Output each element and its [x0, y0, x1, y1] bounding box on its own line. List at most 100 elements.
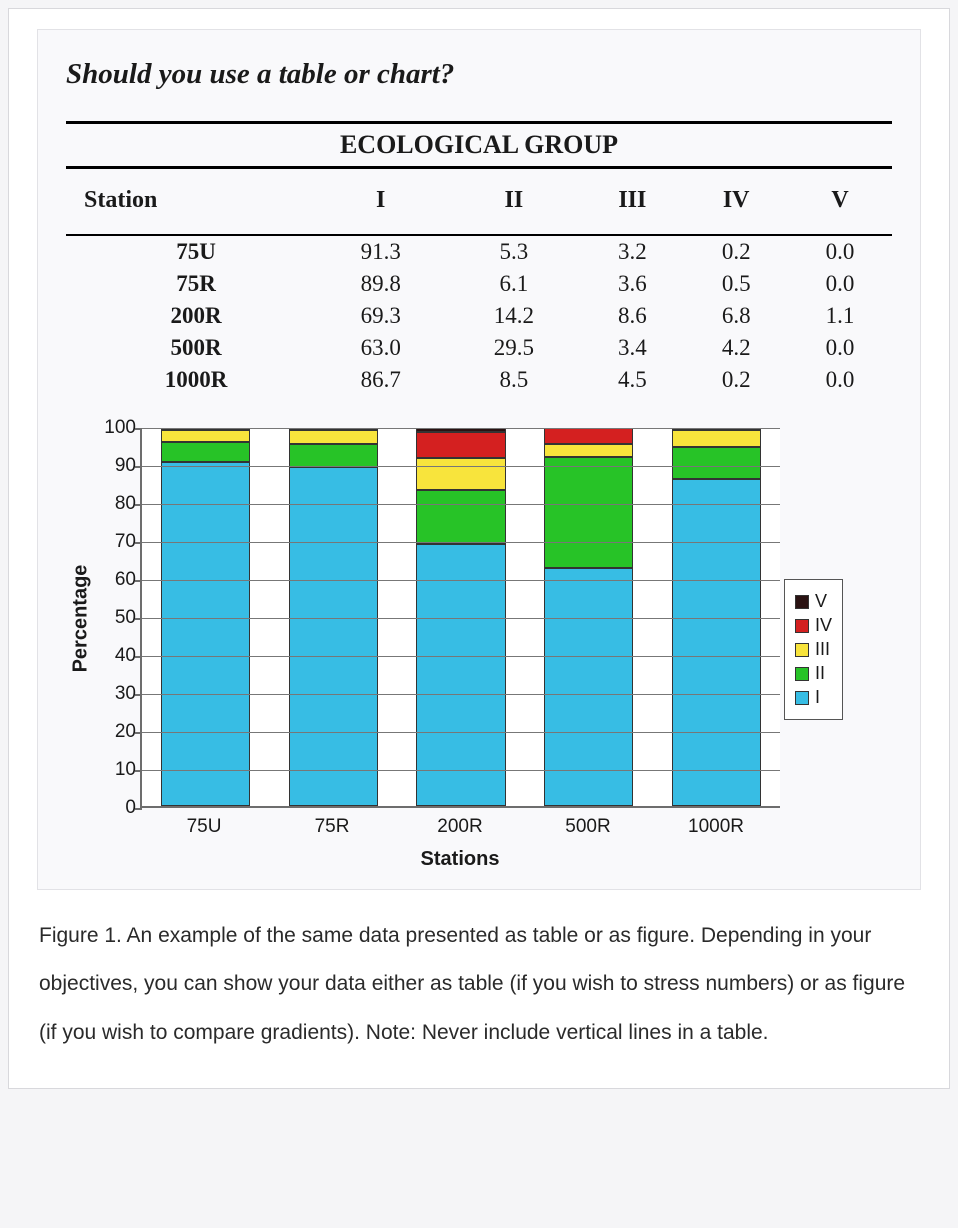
- chart-ytick-mark: [135, 428, 142, 430]
- chart-ytick-label: 60: [115, 569, 136, 591]
- bar-segment-iii: [416, 458, 505, 491]
- col-header-ii: II: [447, 168, 580, 236]
- chart-ytick-mark: [135, 618, 142, 620]
- legend-label: I: [815, 687, 820, 708]
- chart-ytick-mark: [135, 694, 142, 696]
- chart-gridline: [142, 770, 780, 771]
- chart-gridline: [142, 618, 780, 619]
- station-cell: 1000R: [66, 364, 314, 396]
- chart-ytick-mark: [135, 504, 142, 506]
- bar-column: [544, 428, 633, 806]
- chart-bars-layer: [142, 428, 780, 806]
- chart-xtick-label: 1000R: [671, 816, 761, 838]
- chart-plot-area: [140, 428, 780, 808]
- value-cell: 14.2: [447, 300, 580, 332]
- chart-gridline: [142, 504, 780, 505]
- stacked-bar-chart: Percentage 0102030405060708090100 75U75R…: [66, 428, 892, 871]
- col-header-iv: IV: [684, 168, 788, 236]
- value-cell: 0.0: [788, 268, 892, 300]
- chart-ytick-label: 30: [115, 683, 136, 705]
- legend-label: II: [815, 663, 825, 684]
- bar-segment-ii: [289, 444, 378, 467]
- chart-ytick-label: 70: [115, 531, 136, 553]
- chart-xtick-label: 500R: [543, 816, 633, 838]
- figure-card: Should you use a table or chart? ECOLOGI…: [37, 29, 921, 890]
- legend-swatch: [795, 619, 809, 633]
- value-cell: 4.2: [684, 332, 788, 364]
- chart-xtick-label: 75R: [287, 816, 377, 838]
- value-cell: 3.4: [580, 332, 684, 364]
- value-cell: 86.7: [314, 364, 447, 396]
- chart-ytick-mark: [135, 542, 142, 544]
- station-cell: 75U: [66, 235, 314, 268]
- table-row: 75R89.86.13.60.50.0: [66, 268, 892, 300]
- bar-segment-iii: [289, 430, 378, 444]
- legend-label: V: [815, 591, 827, 612]
- chart-yaxis: 0102030405060708090100: [96, 428, 140, 808]
- legend-item-i: I: [795, 687, 832, 708]
- bar-column: [289, 428, 378, 806]
- table-header-row: Station I II III IV V: [66, 168, 892, 236]
- bar-segment-ii: [544, 457, 633, 568]
- bar-segment-iii: [672, 430, 761, 447]
- chart-gridline: [142, 580, 780, 581]
- value-cell: 89.8: [314, 268, 447, 300]
- legend-swatch: [795, 667, 809, 681]
- legend-swatch: [795, 643, 809, 657]
- legend-swatch: [795, 595, 809, 609]
- legend-item-ii: II: [795, 663, 832, 684]
- chart-yticks: 0102030405060708090100: [96, 428, 140, 808]
- col-header-iii: III: [580, 168, 684, 236]
- chart-ylabel-box: Percentage: [66, 428, 96, 808]
- chart-ytick-label: 80: [115, 493, 136, 515]
- table-row: 75U91.35.33.20.20.0: [66, 235, 892, 268]
- ecological-group-table: ECOLOGICAL GROUP Station I II III IV V 7…: [66, 121, 892, 396]
- table-super-header: ECOLOGICAL GROUP: [66, 123, 892, 168]
- value-cell: 4.5: [580, 364, 684, 396]
- chart-ytick-mark: [135, 732, 142, 734]
- value-cell: 0.5: [684, 268, 788, 300]
- value-cell: 0.0: [788, 364, 892, 396]
- table-row: 500R63.029.53.44.20.0: [66, 332, 892, 364]
- chart-gridline: [142, 732, 780, 733]
- station-cell: 500R: [66, 332, 314, 364]
- bar-segment-ii: [672, 447, 761, 479]
- value-cell: 1.1: [788, 300, 892, 332]
- chart-ytick-label: 100: [104, 417, 136, 439]
- chart-ytick-label: 90: [115, 455, 136, 477]
- bar-column: [672, 428, 761, 806]
- chart-ytick-mark: [135, 808, 142, 810]
- station-cell: 200R: [66, 300, 314, 332]
- chart-xticks: 75U75R200R500R1000R: [140, 808, 780, 838]
- chart-ytick-label: 50: [115, 607, 136, 629]
- bar-segment-ii: [416, 490, 505, 544]
- bar-segment-i: [161, 462, 250, 806]
- bar-column: [416, 428, 505, 806]
- chart-gridline: [142, 656, 780, 657]
- chart-ytick-mark: [135, 466, 142, 468]
- value-cell: 29.5: [447, 332, 580, 364]
- page-frame: Should you use a table or chart? ECOLOGI…: [8, 8, 950, 1089]
- chart-gridline: [142, 428, 780, 429]
- bar-segment-i: [416, 544, 505, 806]
- chart-xtick-label: 200R: [415, 816, 505, 838]
- value-cell: 0.2: [684, 235, 788, 268]
- bar-segment-ii: [161, 442, 250, 462]
- bar-segment-iii: [544, 444, 633, 457]
- col-header-station: Station: [66, 168, 314, 236]
- value-cell: 6.1: [447, 268, 580, 300]
- chart-ytick-mark: [135, 656, 142, 658]
- value-cell: 5.3: [447, 235, 580, 268]
- chart-ytick-label: 20: [115, 721, 136, 743]
- section-heading: Should you use a table or chart?: [66, 58, 892, 91]
- value-cell: 0.0: [788, 235, 892, 268]
- value-cell: 0.2: [684, 364, 788, 396]
- chart-gridline: [142, 694, 780, 695]
- value-cell: 3.6: [580, 268, 684, 300]
- bar-segment-i: [672, 479, 761, 806]
- bar-segment-iii: [161, 430, 250, 442]
- value-cell: 6.8: [684, 300, 788, 332]
- col-header-v: V: [788, 168, 892, 236]
- legend-item-iii: III: [795, 639, 832, 660]
- chart-xlabel: Stations: [140, 848, 780, 871]
